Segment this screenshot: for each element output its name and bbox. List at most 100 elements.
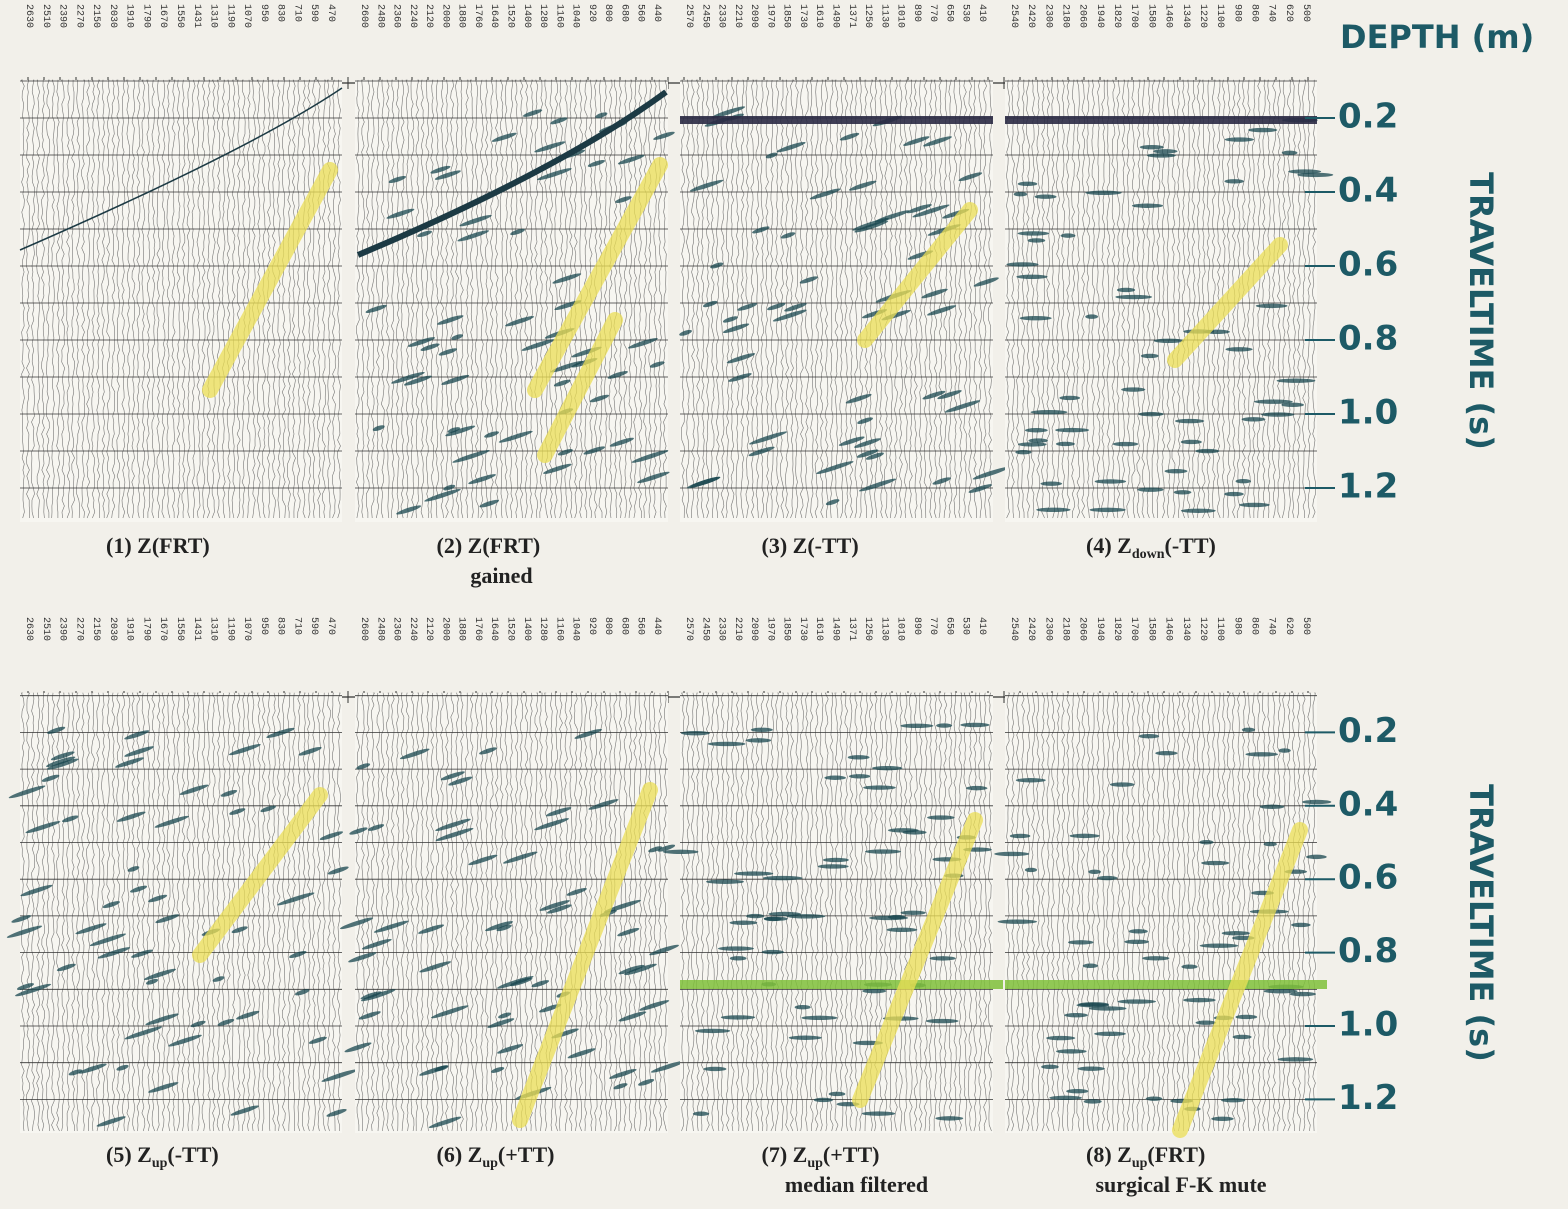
wavelet bbox=[358, 1011, 381, 1020]
wavelet bbox=[1059, 395, 1081, 401]
wavelet bbox=[348, 952, 377, 963]
time-tick-label: 0.4 bbox=[1338, 171, 1398, 211]
trace bbox=[859, 692, 864, 1132]
wavelet bbox=[1013, 191, 1028, 197]
trace bbox=[499, 79, 504, 519]
wavelet bbox=[638, 1079, 655, 1086]
wavelet bbox=[491, 1066, 505, 1073]
trace bbox=[608, 79, 613, 519]
trace bbox=[1011, 692, 1015, 1132]
trace bbox=[489, 79, 494, 519]
wavelet bbox=[505, 316, 535, 327]
wavelet bbox=[1088, 869, 1101, 874]
depth-label: 2090 bbox=[748, 4, 759, 28]
trace bbox=[923, 692, 928, 1132]
trace bbox=[653, 692, 658, 1132]
wavelet bbox=[1140, 353, 1159, 359]
wavelet bbox=[603, 899, 642, 913]
caption-prefix: (4) Z bbox=[1086, 533, 1132, 558]
depth-label: 980 bbox=[1231, 4, 1242, 22]
wavelet bbox=[703, 1066, 727, 1072]
trace bbox=[296, 79, 301, 519]
trace bbox=[46, 692, 51, 1132]
wavelet bbox=[468, 854, 498, 866]
depth-label: 590 bbox=[308, 4, 319, 22]
trace bbox=[327, 692, 331, 1132]
trace bbox=[559, 79, 563, 519]
depth-label: 1790 bbox=[140, 617, 151, 641]
depth-label: 2240 bbox=[407, 617, 418, 641]
trace bbox=[568, 79, 573, 519]
wavelet bbox=[1115, 294, 1153, 300]
trace bbox=[445, 79, 450, 519]
wavelet bbox=[497, 976, 534, 989]
wavelet bbox=[339, 917, 374, 930]
depth-label: 440 bbox=[651, 617, 662, 635]
wavelet bbox=[145, 1013, 179, 1026]
wavelet bbox=[662, 849, 699, 855]
trace bbox=[770, 692, 775, 1132]
trace bbox=[963, 79, 968, 519]
depth-label: 1550 bbox=[174, 4, 185, 28]
trace bbox=[211, 692, 216, 1132]
trace bbox=[978, 79, 983, 519]
trace bbox=[1096, 692, 1101, 1132]
trace bbox=[385, 79, 390, 519]
wavelet bbox=[372, 425, 385, 431]
wavelet bbox=[887, 914, 906, 920]
wavelet bbox=[1238, 502, 1270, 508]
wavelet bbox=[154, 815, 189, 828]
depth-label: 1460 bbox=[1163, 4, 1174, 28]
depth-label: 2150 bbox=[90, 617, 101, 641]
depth-label: 980 bbox=[1231, 617, 1242, 635]
depth-label: 1280 bbox=[537, 4, 548, 28]
trace bbox=[514, 79, 519, 519]
wavelet bbox=[326, 1108, 347, 1117]
trace bbox=[1006, 692, 1010, 1132]
depth-label: 560 bbox=[635, 4, 646, 22]
wavelet bbox=[1180, 508, 1216, 513]
trace bbox=[943, 79, 948, 519]
wavelet bbox=[1138, 411, 1164, 417]
wavelet bbox=[1195, 448, 1220, 454]
wavelet bbox=[729, 920, 758, 925]
trace bbox=[464, 79, 469, 519]
depth-label: 1340 bbox=[1180, 617, 1191, 641]
trace bbox=[804, 692, 809, 1132]
first-arrival bbox=[19, 87, 343, 251]
trace bbox=[191, 79, 196, 518]
depth-label: 1730 bbox=[797, 4, 808, 28]
depth-label: 1070 bbox=[241, 617, 252, 641]
wavelet bbox=[266, 727, 295, 738]
wavelet bbox=[127, 866, 140, 872]
trace bbox=[1211, 79, 1216, 519]
wavelet bbox=[115, 757, 145, 768]
wavelet bbox=[847, 755, 870, 760]
caption-prefix: (3) Z(-TT) bbox=[762, 533, 859, 558]
trace bbox=[760, 692, 765, 1132]
trace bbox=[1216, 79, 1221, 519]
trace bbox=[271, 692, 276, 1132]
wavelet bbox=[968, 484, 993, 493]
trace bbox=[1136, 692, 1141, 1132]
wavelet bbox=[6, 925, 43, 938]
wavelet bbox=[1155, 750, 1178, 756]
depth-label: 1910 bbox=[124, 4, 135, 28]
wavelet bbox=[587, 159, 606, 167]
wavelet bbox=[1116, 287, 1136, 293]
wavelet bbox=[1083, 1099, 1102, 1104]
trace bbox=[938, 79, 943, 519]
trace bbox=[261, 692, 266, 1132]
trace bbox=[1041, 692, 1046, 1132]
trace bbox=[1081, 692, 1086, 1132]
trace bbox=[301, 692, 306, 1132]
trace bbox=[96, 79, 101, 519]
trace bbox=[874, 79, 879, 519]
trace bbox=[1146, 692, 1151, 1132]
wavelet bbox=[607, 370, 628, 379]
wavelet bbox=[102, 901, 120, 909]
depth-label: 2630 bbox=[23, 4, 34, 28]
wavelet bbox=[653, 131, 675, 140]
depth-label: 1250 bbox=[862, 617, 873, 641]
wavelet bbox=[680, 731, 710, 736]
